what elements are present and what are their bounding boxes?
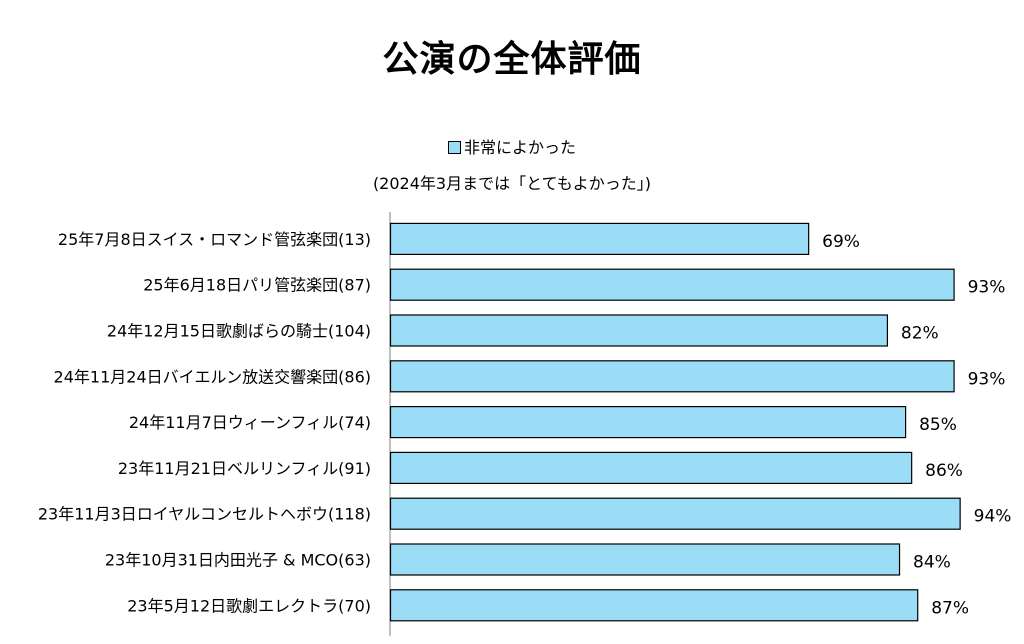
category-label: 23年5月12日歌劇エレクトラ(70) (127, 596, 371, 615)
data-label: 86% (925, 461, 963, 481)
category-label: 24年11月7日ウィーンフィル(74) (129, 413, 371, 432)
bar (389, 497, 961, 530)
data-label: 93% (968, 278, 1006, 298)
legend: 非常によかった (0, 134, 1024, 158)
category-label: 25年6月18日パリ管弦楽団(87) (143, 276, 371, 295)
legend-label: 非常によかった (463, 138, 576, 157)
bar (389, 314, 889, 347)
category-label: 23年10月31日内田光子 & MCO(63) (105, 551, 371, 570)
data-label: 82% (901, 324, 939, 344)
bar (389, 589, 919, 622)
bar (389, 451, 913, 484)
bar (389, 406, 907, 439)
data-label: 69% (822, 232, 860, 252)
chart-title: 公演の全体評価 (382, 39, 642, 80)
category-label: 24年12月15日歌劇ばらの騎士(104) (107, 322, 371, 341)
legend-note: (2024年3月までは「とてもよかった」) (372, 174, 652, 193)
bar (389, 360, 955, 393)
bar (389, 268, 955, 301)
category-label: 24年11月24日バイエルン放送交響楽団(86) (54, 367, 371, 386)
data-label: 84% (913, 553, 951, 573)
category-label: 23年11月21日ベルリンフィル(91) (118, 459, 371, 478)
bar (389, 222, 810, 255)
category-label: 25年7月8日スイス・ロマンド管弦楽団(13) (58, 230, 371, 249)
category-label: 23年11月3日ロイヤルコンセルトヘボウ(118) (38, 505, 371, 524)
data-label: 87% (931, 598, 969, 618)
data-label: 93% (968, 369, 1006, 389)
legend-swatch (447, 141, 461, 154)
data-label: 85% (919, 415, 957, 435)
bar (389, 543, 901, 576)
data-label: 94% (974, 507, 1012, 527)
